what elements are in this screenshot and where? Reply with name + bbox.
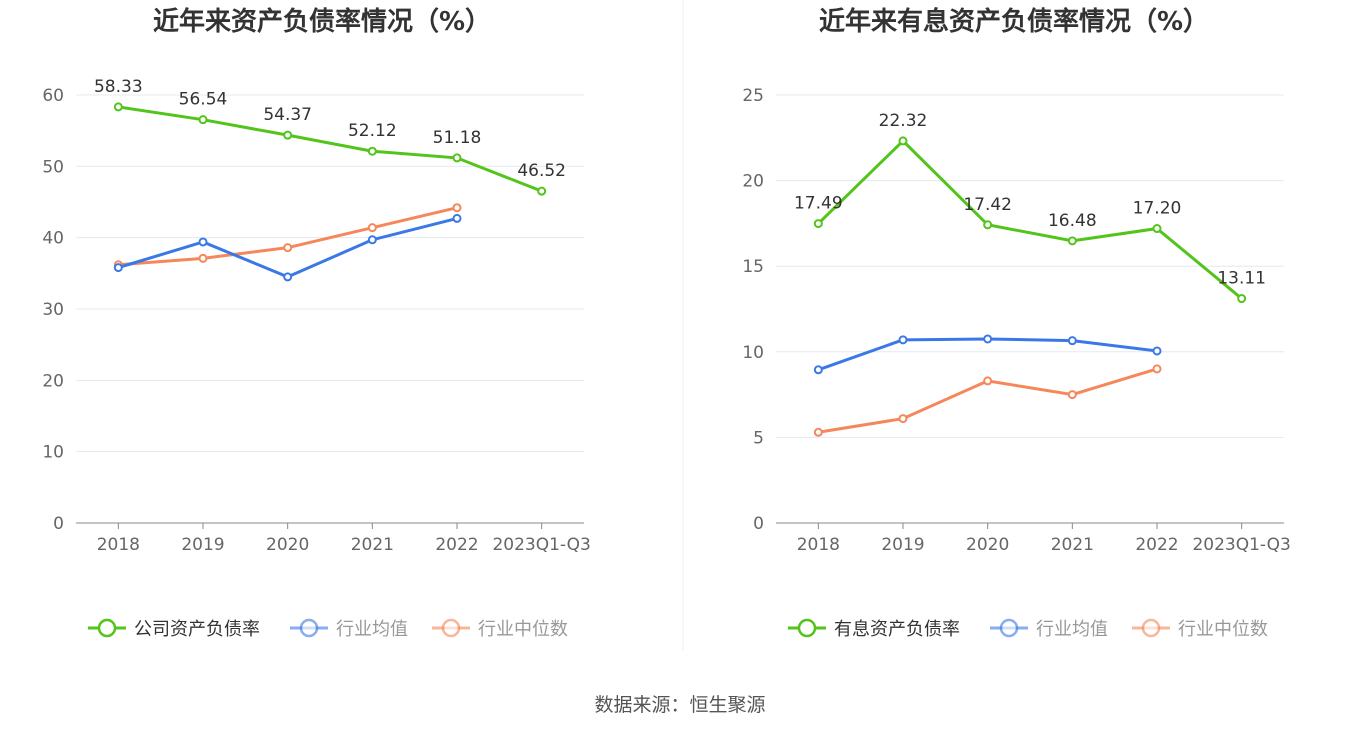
data-label: 13.11 <box>1217 269 1266 289</box>
data-point <box>198 253 208 263</box>
data-label: 22.32 <box>879 111 928 131</box>
data-point <box>813 427 823 437</box>
x-tick-label: 2019 <box>881 535 924 555</box>
data-point <box>113 102 123 112</box>
data-point <box>813 219 823 229</box>
y-tick-label: 60 <box>42 86 64 106</box>
y-tick-label: 25 <box>742 86 764 106</box>
data-point <box>898 335 908 345</box>
data-point <box>983 376 993 386</box>
data-point <box>537 186 547 196</box>
data-point <box>113 263 123 273</box>
data-point <box>1067 236 1077 246</box>
y-tick-label: 5 <box>753 428 764 448</box>
y-tick-label: 15 <box>742 257 764 277</box>
data-label: 51.18 <box>433 128 482 148</box>
legend-marker <box>1141 618 1161 638</box>
legend-label: 行业中位数 <box>1178 619 1268 640</box>
legend-label: 行业均值 <box>1036 619 1108 640</box>
data-label: 16.48 <box>1048 211 1097 231</box>
data-point <box>1067 390 1077 400</box>
y-tick-label: 30 <box>42 300 64 320</box>
y-tick-label: 20 <box>742 172 764 192</box>
series-line <box>817 337 1158 372</box>
data-point <box>367 223 377 233</box>
series-line <box>118 105 543 193</box>
legend-label: 行业均值 <box>336 619 408 640</box>
data-label: 17.49 <box>794 194 843 214</box>
data-point <box>898 136 908 146</box>
x-tick-label: 2020 <box>266 535 309 555</box>
chart-title: 近年来资产负债率情况（%） <box>153 6 491 37</box>
x-tick-label: 2021 <box>351 535 394 555</box>
legend-label: 有息资产负债率 <box>834 619 960 640</box>
legend-marker <box>797 618 817 638</box>
data-label: 46.52 <box>517 161 566 181</box>
data-point <box>983 220 993 230</box>
data-point <box>452 153 462 163</box>
data-point <box>283 243 293 253</box>
data-label: 56.54 <box>179 90 228 110</box>
legend-label: 行业中位数 <box>478 619 568 640</box>
data-point <box>1152 364 1162 374</box>
y-tick-label: 50 <box>42 157 64 177</box>
data-point <box>283 130 293 140</box>
legend-marker <box>299 618 319 638</box>
series-line <box>118 206 458 267</box>
data-point <box>452 203 462 213</box>
data-label: 17.20 <box>1133 199 1182 219</box>
data-point <box>1152 224 1162 234</box>
data-point <box>1152 346 1162 356</box>
x-tick-label: 2022 <box>435 535 478 555</box>
data-point <box>898 414 908 424</box>
legend-marker <box>441 618 461 638</box>
y-tick-label: 20 <box>42 371 64 391</box>
y-tick-label: 0 <box>753 514 764 534</box>
x-tick-label: 2021 <box>1051 535 1094 555</box>
x-tick-label: 2023Q1-Q3 <box>1192 535 1290 555</box>
x-tick-label: 2018 <box>797 535 840 555</box>
y-tick-label: 40 <box>42 229 64 249</box>
data-point <box>283 272 293 282</box>
data-point <box>1067 336 1077 346</box>
data-label: 52.12 <box>348 121 397 141</box>
data-point <box>813 365 823 375</box>
data-point <box>452 213 462 223</box>
data-point <box>1237 294 1247 304</box>
y-tick-label: 10 <box>42 443 64 463</box>
legend-label: 公司资产负债率 <box>134 619 260 640</box>
x-tick-label: 2018 <box>97 535 140 555</box>
legend-marker <box>97 618 117 638</box>
chart-title: 近年来有息资产负债率情况（%） <box>819 6 1209 37</box>
data-label: 58.33 <box>94 77 143 97</box>
x-tick-label: 2020 <box>966 535 1009 555</box>
y-tick-label: 10 <box>742 343 764 363</box>
data-point <box>367 146 377 156</box>
x-tick-label: 2022 <box>1135 535 1178 555</box>
data-point <box>198 237 208 247</box>
data-point <box>198 115 208 125</box>
data-point <box>367 235 377 245</box>
legend-marker <box>999 618 1019 638</box>
data-label: 54.37 <box>263 105 312 125</box>
data-point <box>983 334 993 344</box>
x-tick-label: 2019 <box>181 535 224 555</box>
data-source: 数据来源：恒生聚源 <box>594 694 766 716</box>
data-label: 17.42 <box>963 195 1012 215</box>
y-tick-label: 0 <box>53 514 64 534</box>
x-tick-label: 2023Q1-Q3 <box>492 535 590 555</box>
series-line <box>817 138 1243 300</box>
